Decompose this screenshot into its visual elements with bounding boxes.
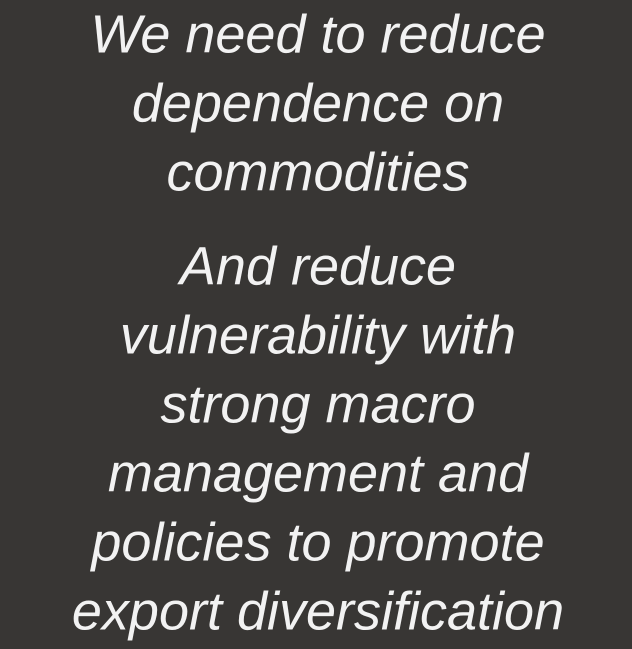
text-line: policies to promote xyxy=(89,512,544,572)
text-line: dependence on xyxy=(132,73,504,133)
text-line: We need to reduce xyxy=(90,4,545,64)
text-line: And reduce xyxy=(177,236,456,296)
text-line: commodities xyxy=(166,142,469,202)
text-line: management and xyxy=(108,443,530,503)
text-line: export diversification xyxy=(72,581,564,641)
text-line: vulnerability with xyxy=(120,305,516,365)
text-line: strong macro xyxy=(160,374,475,434)
